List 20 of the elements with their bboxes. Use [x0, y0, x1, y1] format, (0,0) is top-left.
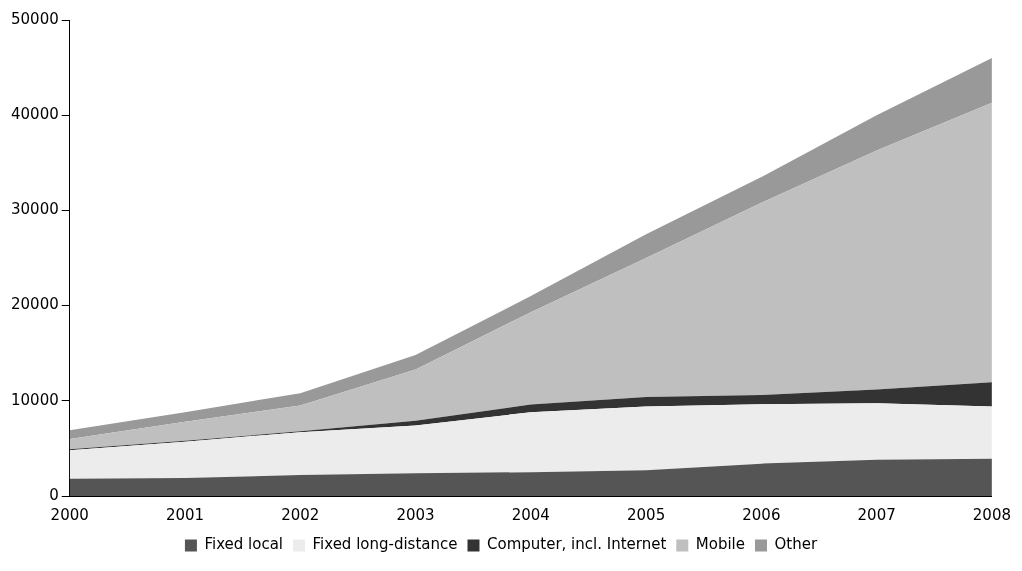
x-tick-label: 2005: [627, 505, 666, 524]
legend-label: Other: [774, 535, 818, 554]
x-tick-label: 2006: [742, 505, 781, 524]
y-tick-label: 30000: [11, 200, 59, 219]
x-tick-label: 2000: [50, 505, 89, 524]
x-tick-label: 2004: [511, 505, 550, 524]
y-tick-label: 50000: [11, 9, 59, 28]
y-tick-label: 10000: [11, 390, 59, 409]
legend-label: Mobile: [695, 535, 745, 554]
legend-label: Fixed local: [204, 535, 284, 554]
x-tick-label: 2001: [165, 505, 205, 524]
y-tick-label: 40000: [11, 105, 59, 124]
y-tick-label: 0: [49, 485, 59, 504]
x-tick-label: 2003: [396, 505, 435, 524]
x-tick-label: 2002: [281, 505, 320, 524]
x-tick-label: 2007: [857, 505, 896, 524]
y-tick-label: 20000: [11, 295, 59, 314]
legend-label: Fixed long-distance: [312, 535, 458, 554]
legend-label: Computer, incl. Internet: [486, 535, 667, 554]
x-tick-label: 2008: [972, 505, 1012, 524]
